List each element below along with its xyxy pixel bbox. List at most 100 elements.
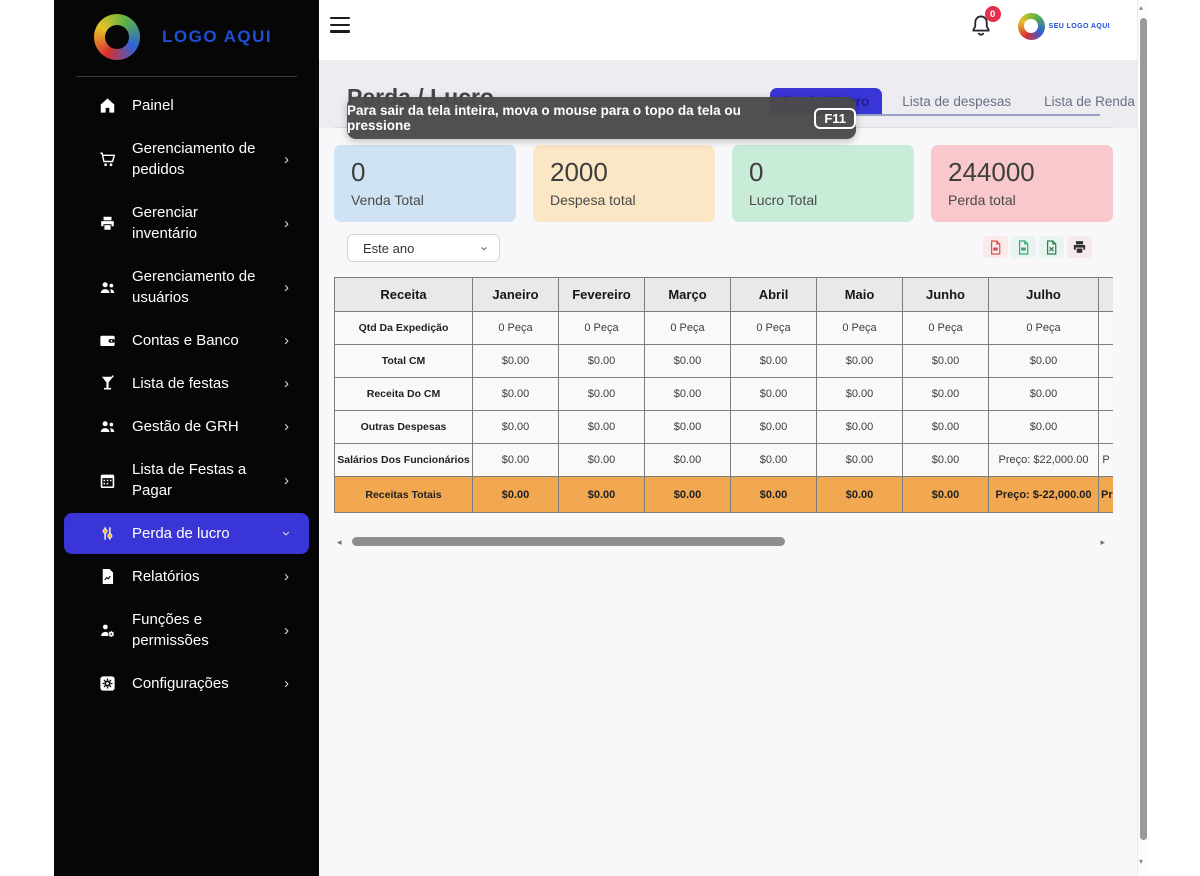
- sidebar-item-gerenciamento-de-usuarios[interactable]: Gerenciamento de usuários ›: [64, 256, 309, 318]
- table-cell: 0 Peça: [731, 312, 817, 345]
- profile-logo-text: SEU LOGO AQUI: [1049, 23, 1110, 30]
- table-cell: 0 Peça: [559, 312, 645, 345]
- print-button[interactable]: [1067, 236, 1092, 258]
- profile-logo-icon: [1018, 13, 1045, 40]
- tab-lista-de-despesas[interactable]: Lista de despesas: [889, 88, 1024, 114]
- sidebar-item-relatorios[interactable]: Relatórios›: [64, 556, 309, 597]
- table-cell: $0.00: [473, 477, 559, 513]
- stat-value: 2000: [550, 158, 715, 186]
- stat-label: Lucro Total: [749, 192, 914, 208]
- notifications-button[interactable]: 0: [968, 11, 994, 41]
- app-window: LOGO AQUI Painel Gerenciamento de pedidos…: [54, 0, 1148, 876]
- sidebar-item-painel[interactable]: Painel: [64, 85, 309, 126]
- sidebar-item-label: Contas e Banco: [132, 330, 263, 351]
- table-cell: $0.00: [559, 411, 645, 444]
- table-cell: $0.00: [731, 477, 817, 513]
- fullscreen-tooltip-text: Para sair da tela inteira, mova o mouse …: [347, 103, 805, 133]
- table-header-row: ReceitaJaneiroFevereiroMarçoAbrilMaioJun…: [335, 278, 1114, 312]
- logo-text: LOGO AQUI: [162, 27, 272, 47]
- party-icon: [98, 374, 117, 393]
- hamburger-menu-icon[interactable]: [330, 17, 350, 37]
- vertical-scrollbar[interactable]: ▴ ▾: [1137, 0, 1148, 876]
- table-row-outras-despesas: Outras Despesas$0.00$0.00$0.00$0.00$0.00…: [335, 411, 1114, 444]
- table-cell: $0.00: [473, 411, 559, 444]
- sidebar-item-label: Gerenciar inventário: [132, 202, 263, 244]
- sidebar-item-label: Lista de festas: [132, 373, 263, 394]
- period-select-value: Este ano: [363, 241, 414, 256]
- sidebar-item-gerenciar-inventario[interactable]: Gerenciar inventário›: [64, 192, 309, 254]
- table-row-salarios-dos-funcionarios: Salários Dos Funcionários$0.00$0.00$0.00…: [335, 444, 1114, 477]
- wallet-icon: [98, 331, 117, 350]
- scroll-right-arrow-icon[interactable]: ▸: [1100, 537, 1105, 548]
- file-pdf-icon: [987, 239, 1004, 256]
- chevron-right-icon: ›: [284, 277, 289, 298]
- table-cell-partial: [1099, 345, 1114, 378]
- column-header: Maio: [817, 278, 903, 312]
- table-cell: 0 Peça: [989, 312, 1099, 345]
- table-cell: $0.00: [645, 477, 731, 513]
- table-cell: Preço: $-22,000.00: [989, 477, 1099, 513]
- vertical-scroll-thumb[interactable]: [1140, 18, 1147, 840]
- table-cell: $0.00: [645, 345, 731, 378]
- table-cell-partial: [1099, 378, 1114, 411]
- column-header: Janeiro: [473, 278, 559, 312]
- period-select[interactable]: Este ano ›: [347, 234, 500, 262]
- table-cell: $0.00: [645, 378, 731, 411]
- table-cell: $0.00: [473, 444, 559, 477]
- profile-button[interactable]: SEU LOGO AQUI: [1018, 13, 1110, 40]
- sidebar-item-label: Gerenciamento de pedidos: [132, 138, 263, 180]
- printer-icon: [1071, 239, 1088, 256]
- notification-badge: 0: [985, 6, 1001, 22]
- horizontal-scroll-thumb[interactable]: [352, 537, 785, 546]
- table-row-qtd-da-expedicao: Qtd Da Expedição0 Peça0 Peça0 Peça0 Peça…: [335, 312, 1114, 345]
- sidebar-item-label: Gerenciamento de usuários: [132, 266, 263, 308]
- users-icon: [98, 278, 117, 297]
- chevron-right-icon: ›: [284, 416, 289, 437]
- scroll-up-arrow-icon[interactable]: ▴: [1139, 3, 1143, 12]
- table-cell: $0.00: [731, 444, 817, 477]
- sidebar-item-label: Relatórios: [132, 566, 263, 587]
- tab-lista-de-renda[interactable]: Lista de Renda: [1031, 88, 1148, 114]
- table-cell: $0.00: [731, 345, 817, 378]
- table-cell: 0 Peça: [817, 312, 903, 345]
- f11-keycap: F11: [814, 108, 856, 129]
- column-header: Junho: [903, 278, 989, 312]
- stat-value: 244000: [948, 158, 1113, 186]
- sidebar-item-lista-de-festas-a-pagar[interactable]: Lista de Festas a Pagar›: [64, 449, 309, 511]
- calendar-icon: [98, 471, 117, 490]
- sidebar-item-perda-de-lucro[interactable]: Perda de lucro›: [64, 513, 309, 554]
- sidebar-item-gerenciamento-de-pedidos[interactable]: Gerenciamento de pedidos›: [64, 128, 309, 190]
- table-cell: $0.00: [903, 411, 989, 444]
- report-table: ReceitaJaneiroFevereiroMarçoAbrilMaioJun…: [334, 277, 1113, 513]
- scroll-left-arrow-icon[interactable]: ◂: [337, 537, 342, 548]
- sidebar-item-funcoes-e-permissoes[interactable]: Funções e permissões›: [64, 599, 309, 661]
- scroll-down-arrow-icon[interactable]: ▾: [1139, 857, 1143, 866]
- sidebar-divider: [76, 76, 297, 77]
- sidebar-item-contas-e-banco[interactable]: Contas e Banco›: [64, 320, 309, 361]
- export-csv-button[interactable]: [1011, 236, 1036, 258]
- table-cell: $0.00: [989, 411, 1099, 444]
- export-excel-button[interactable]: [1039, 236, 1064, 258]
- table-cell: $0.00: [731, 378, 817, 411]
- chevron-right-icon: ›: [284, 620, 289, 641]
- sidebar-item-configuracoes[interactable]: Configurações›: [64, 663, 309, 704]
- horizontal-scrollbar[interactable]: ◂ ▸: [337, 536, 1105, 548]
- row-label: Qtd Da Expedição: [335, 312, 473, 345]
- chevron-right-icon: ›: [284, 373, 289, 394]
- chevron-right-icon: ›: [284, 673, 289, 694]
- people-icon: [98, 417, 117, 436]
- column-header: Receita: [335, 278, 473, 312]
- table-cell: 0 Peça: [645, 312, 731, 345]
- table-cell: $0.00: [559, 477, 645, 513]
- column-header: Julho: [989, 278, 1099, 312]
- stat-card-perda-total: 244000Perda total: [931, 145, 1113, 222]
- table-cell: $0.00: [559, 444, 645, 477]
- sidebar-item-lista-de-festas[interactable]: Lista de festas ›: [64, 363, 309, 404]
- sidebar-item-label: Painel: [132, 95, 289, 116]
- export-pdf-button[interactable]: [983, 236, 1008, 258]
- sidebar-menu: PainelGerenciamento de pedidos›Gerenciar…: [54, 85, 319, 704]
- topbar-actions: 0 SEU LOGO AQUI: [968, 11, 1110, 41]
- sidebar-logo: LOGO AQUI: [54, 0, 319, 72]
- table-cell: $0.00: [903, 378, 989, 411]
- sidebar-item-gestao-de-grh[interactable]: Gestão de GRH›: [64, 406, 309, 447]
